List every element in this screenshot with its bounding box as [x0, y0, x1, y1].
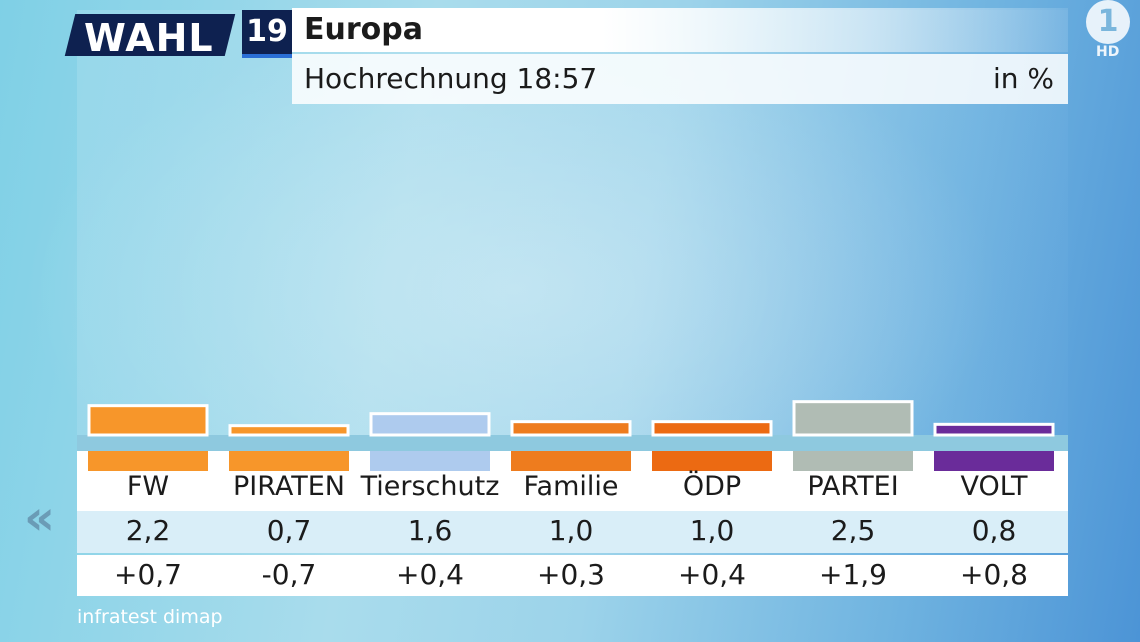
value-row — [77, 511, 1068, 553]
chart-baseline-strip — [77, 435, 1068, 451]
wahl-logo-text: WAHL — [84, 16, 214, 60]
color-key-ödp — [652, 451, 772, 471]
party-value: 2,5 — [830, 514, 876, 547]
party-name: PARTEI — [807, 471, 899, 502]
party-difference: -0,7 — [261, 558, 317, 591]
color-key-volt — [934, 451, 1054, 471]
bar-partei — [792, 400, 914, 437]
party-difference: +0,7 — [114, 558, 182, 591]
party-value: 1,0 — [689, 514, 735, 547]
bar-volt — [933, 422, 1055, 437]
difference-row — [77, 555, 1068, 596]
party-name: ÖDP — [682, 471, 742, 502]
wahl-logo-year: 19 — [242, 10, 292, 58]
bar-piraten — [228, 424, 350, 437]
party-difference: +0,3 — [537, 558, 605, 591]
double-chevron-left-icon[interactable]: « — [24, 490, 55, 546]
party-value: 2,2 — [125, 514, 171, 547]
bar-tierschutz — [369, 412, 491, 437]
color-key-partei — [793, 451, 913, 471]
color-key-fw — [88, 451, 208, 471]
channel-logo-icon: 1 — [1086, 0, 1130, 44]
party-name: Familie — [523, 471, 619, 502]
party-difference: +0,8 — [960, 558, 1028, 591]
source-label: infratest dimap — [77, 606, 223, 628]
party-value: 1,6 — [407, 514, 453, 547]
page-title: Europa — [304, 12, 423, 47]
party-name: PIRATEN — [232, 471, 346, 502]
unit-label: in % — [992, 62, 1054, 95]
party-difference: +1,9 — [819, 558, 887, 591]
party-name: Tierschutz — [360, 471, 500, 502]
party-value: 0,8 — [971, 514, 1017, 547]
party-name: VOLT — [960, 471, 1028, 502]
subtitle-bar: Hochrechnung 18:57 in % — [292, 54, 1068, 104]
party-difference: +0,4 — [678, 558, 746, 591]
page-subtitle: Hochrechnung 18:57 — [304, 62, 598, 95]
channel-logo: 1 HD — [1086, 0, 1132, 62]
bar-ödp — [651, 420, 773, 437]
party-difference: +0,4 — [396, 558, 464, 591]
color-key-piraten — [229, 451, 349, 471]
party-value: 0,7 — [266, 514, 312, 547]
hd-badge: HD — [1096, 44, 1120, 60]
wahl-logo: WAHL 19 — [64, 10, 292, 60]
color-key-familie — [511, 451, 631, 471]
bar-familie — [510, 420, 632, 437]
title-bar: Europa — [292, 8, 1068, 52]
party-name: FW — [126, 471, 170, 502]
color-key-tierschutz — [370, 451, 490, 471]
party-value: 1,0 — [548, 514, 594, 547]
bar-fw — [87, 404, 209, 437]
